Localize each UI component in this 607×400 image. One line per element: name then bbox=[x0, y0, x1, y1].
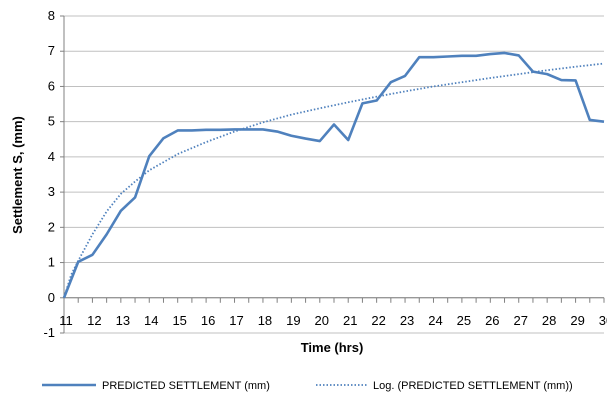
x-tick-label: 12 bbox=[87, 313, 101, 328]
x-tick-label: 16 bbox=[201, 313, 215, 328]
x-tick-label: 29 bbox=[570, 313, 584, 328]
y-axis-label: Settlement S, (mm) bbox=[10, 116, 25, 234]
x-tick-label: 25 bbox=[457, 313, 471, 328]
x-tick-label: 26 bbox=[485, 313, 499, 328]
y-tick-label: 3 bbox=[48, 184, 55, 199]
x-tick-label: 15 bbox=[172, 313, 186, 328]
series-lines bbox=[62, 51, 605, 299]
y-tick-label: 0 bbox=[48, 290, 55, 305]
y-tick-label: 5 bbox=[48, 114, 55, 129]
legend-label-log: Log. (PREDICTED SETTLEMENT (mm)) bbox=[373, 380, 573, 392]
x-axis-label: Time (hrs) bbox=[301, 340, 364, 355]
x-tick-label: 30 bbox=[599, 313, 607, 328]
log-trendline bbox=[63, 62, 605, 299]
legend-label-predicted: PREDICTED SETTLEMENT (mm) bbox=[102, 380, 270, 392]
legend: PREDICTED SETTLEMENT (mm) Log. (PREDICTED… bbox=[42, 380, 573, 392]
x-tick-label: 20 bbox=[315, 313, 329, 328]
x-tick-label: 19 bbox=[286, 313, 300, 328]
y-tick-label: 2 bbox=[48, 219, 55, 234]
predicted-settlement-line bbox=[62, 51, 605, 299]
gridlines bbox=[64, 15, 604, 334]
x-tick-label: 17 bbox=[229, 313, 243, 328]
x-tick-label: 22 bbox=[371, 313, 385, 328]
x-tick-label: 24 bbox=[428, 313, 442, 328]
axes bbox=[60, 15, 605, 334]
x-tick-label: 28 bbox=[542, 313, 556, 328]
x-tick-label: 13 bbox=[116, 313, 130, 328]
x-tick-labels: 11 12 13 14 15 16 17 18 19 20 21 22 23 24 25 26 27 28 29 30 bbox=[59, 313, 607, 328]
y-tick-labels: -1 0 1 2 3 4 5 6 7 8 bbox=[43, 8, 55, 340]
x-tick-label: 18 bbox=[258, 313, 272, 328]
y-tick-label: 6 bbox=[48, 78, 55, 93]
y-tick-label: -1 bbox=[43, 325, 55, 340]
x-tick-label: 21 bbox=[343, 313, 357, 328]
y-tick-label: 4 bbox=[48, 149, 55, 164]
x-tick-label: 11 bbox=[59, 313, 73, 328]
x-tick-label: 23 bbox=[400, 313, 414, 328]
x-tick-label: 14 bbox=[144, 313, 158, 328]
y-tick-label: 1 bbox=[48, 255, 55, 270]
x-tick-label: 27 bbox=[514, 313, 528, 328]
y-tick-label: 8 bbox=[48, 8, 55, 23]
y-tick-label: 7 bbox=[48, 43, 55, 58]
